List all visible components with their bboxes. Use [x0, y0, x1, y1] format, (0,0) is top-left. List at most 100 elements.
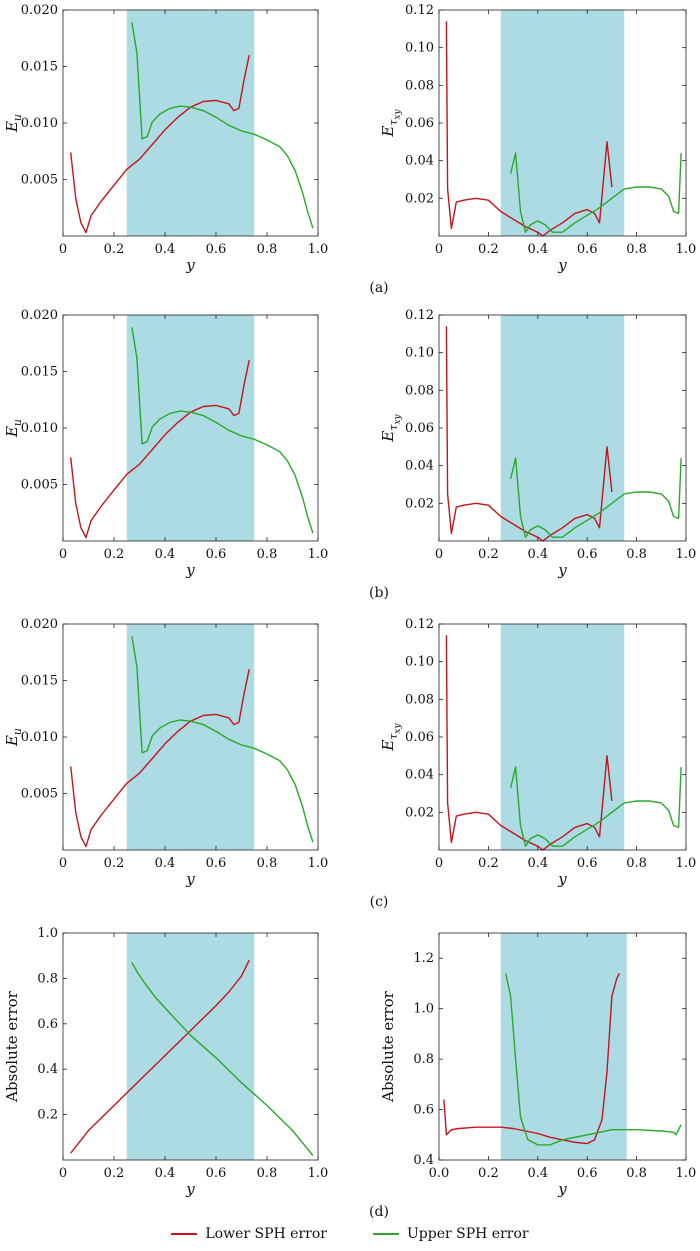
shaded-region [126, 315, 255, 541]
x-tick-label: 0 [435, 856, 443, 871]
legend-swatch-lower [171, 1233, 198, 1235]
x-tick-label: 0 [435, 547, 443, 562]
figure-canvas: (a) (b) (c) (d) 0 0.2 0.4 0.6 0.8 1.0 0.005 0.0… [3, 3, 697, 1220]
y-tick-label: 0.8 [37, 971, 58, 986]
y-tick-label: 0.02 [405, 191, 434, 206]
y-tick-label: 0.04 [405, 768, 434, 783]
panel-label-a: (a) [369, 280, 388, 296]
panel-label-b: (b) [369, 585, 389, 601]
chart-panel-4: 0 0.2 0.4 0.6 0.8 1.0 0.02 0.04 0.06 0.08 0.10 0.12… [379, 308, 696, 579]
series-line-lower [70, 669, 250, 848]
y-tick-label: 0.02 [405, 496, 434, 511]
x-tick-label: 0.8 [626, 547, 647, 562]
y-axis-label: Eτxy [379, 413, 403, 442]
y-axis-label: Eu [3, 728, 24, 747]
y-tick-label: 0.010 [21, 730, 58, 745]
x-tick-label: 1.0 [676, 242, 697, 257]
chart-panel-1: 0 0.2 0.4 0.6 0.8 1.0 0.005 0.010 0.015 0.020 y Eu [3, 3, 328, 274]
x-tick-label: 0.6 [206, 856, 227, 871]
plot-frame [62, 932, 319, 1161]
y-tick-label: 0.015 [21, 365, 58, 380]
legend-label-upper: Upper SPH error [406, 1226, 529, 1242]
series-line-upper [131, 22, 314, 229]
y-tick-label: 0.005 [21, 478, 58, 493]
x-axis-label: y [557, 256, 567, 274]
y-axis-label: Absolute error [3, 990, 21, 1103]
x-tick-label: 0 [59, 856, 67, 871]
y-tick-label: 0.020 [21, 308, 58, 323]
y-tick-label: 0.020 [21, 617, 58, 632]
x-tick-label: 0.4 [527, 856, 548, 871]
series-line-lower [70, 55, 250, 234]
shaded-region [500, 933, 627, 1160]
x-tick-label: 0 [435, 242, 443, 257]
y-tick-label: 1.0 [37, 926, 58, 941]
x-tick-label: 0.8 [626, 242, 647, 257]
x-tick-label: 0.8 [626, 856, 647, 871]
panel-label-c: (c) [370, 894, 389, 910]
x-tick-label: 0 [59, 242, 67, 257]
legend-item-upper: Upper SPH error [372, 1226, 529, 1242]
y-axis-label: Absolute error [379, 990, 397, 1103]
x-axis-label: y [557, 1180, 567, 1198]
x-tick-label: 1.0 [308, 242, 329, 257]
y-tick-label: 0.010 [21, 116, 58, 131]
shaded-region [126, 10, 255, 236]
y-tick-label: 0.8 [413, 1052, 434, 1067]
chart-panel-2: 0 0.2 0.4 0.6 0.8 1.0 0.02 0.04 0.06 0.08 0.10 0.12… [379, 3, 696, 274]
y-tick-label: 0.10 [405, 346, 434, 361]
y-axis-label: Eτxy [379, 108, 403, 137]
legend-item-lower: Lower SPH error [171, 1226, 327, 1242]
series-line-lower [445, 635, 613, 851]
y-tick-label: 0.10 [405, 655, 434, 670]
plot-frame [438, 932, 687, 1161]
x-tick-label: 1.0 [308, 547, 329, 562]
x-axis-label: y [185, 870, 195, 888]
shaded-region [500, 10, 625, 236]
x-tick-label: 0 [59, 1166, 67, 1181]
x-tick-label: 0.6 [577, 856, 598, 871]
series-line-lower [70, 959, 250, 1154]
series-line-lower [70, 360, 250, 539]
y-tick-label: 0.12 [405, 617, 434, 632]
y-tick-label: 0.04 [405, 459, 434, 474]
x-tick-label: 1.0 [676, 1166, 697, 1181]
y-tick-label: 0.005 [21, 787, 58, 802]
x-tick-label: 0.4 [155, 242, 176, 257]
y-tick-label: 0.020 [21, 3, 58, 18]
x-tick-label: 1.0 [308, 1166, 329, 1181]
y-tick-label: 0.12 [405, 308, 434, 323]
chart-panel-6: 0 0.2 0.4 0.6 0.8 1.0 0.02 0.04 0.06 0.08 0.10 0.12… [379, 617, 696, 888]
x-tick-label: 0.2 [478, 547, 499, 562]
x-tick-label: 0.6 [577, 1166, 598, 1181]
x-tick-label: 0.8 [257, 856, 278, 871]
x-tick-label: 0.6 [577, 242, 598, 257]
shaded-region [126, 624, 255, 850]
chart-panel-8: 0.0 0.2 0.4 0.6 0.8 1.0 0.4 0.6 0.8 1.0 1.2 y Absolu… [379, 932, 697, 1198]
chart-panel-3: 0 0.2 0.4 0.6 0.8 1.0 0.005 0.010 0.015 0.020 y Eu [3, 308, 328, 579]
y-tick-label: 0.015 [21, 674, 58, 689]
x-axis-label: y [557, 870, 567, 888]
x-tick-label: 0.6 [577, 547, 598, 562]
x-tick-label: 1.0 [676, 547, 697, 562]
x-tick-label: 0.6 [206, 1166, 227, 1181]
y-axis-label: Eτxy [379, 722, 403, 751]
x-tick-label: 0.2 [478, 1166, 499, 1181]
shaded-region [500, 624, 625, 850]
legend-swatch-upper [372, 1233, 399, 1235]
y-tick-label: 0.6 [37, 1017, 58, 1032]
series-line-upper [131, 636, 314, 843]
x-tick-label: 0.4 [155, 1166, 176, 1181]
legend-label-lower: Lower SPH error [205, 1226, 327, 1242]
x-tick-label: 0.4 [527, 547, 548, 562]
y-axis-label: Eu [3, 419, 24, 438]
y-axis-label: Eu [3, 114, 24, 133]
x-tick-label: 0.4 [155, 547, 176, 562]
y-tick-label: 0.015 [21, 60, 58, 75]
x-axis-label: y [185, 561, 195, 579]
series-line-upper [131, 327, 314, 534]
series-line-lower [445, 326, 613, 542]
chart-panel-5: 0 0.2 0.4 0.6 0.8 1.0 0.005 0.010 0.015 0.020 y Eu [3, 617, 328, 888]
x-tick-label: 0.8 [257, 547, 278, 562]
x-tick-label: 0.2 [478, 856, 499, 871]
